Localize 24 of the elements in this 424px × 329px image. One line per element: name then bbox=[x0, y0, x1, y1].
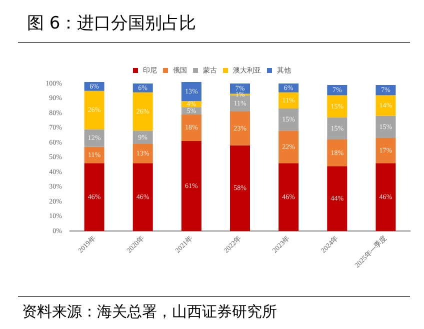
bar bbox=[278, 163, 299, 231]
bar bbox=[132, 130, 153, 144]
bar bbox=[327, 117, 348, 140]
bar bbox=[181, 82, 202, 102]
bar bbox=[376, 163, 396, 231]
bar bbox=[376, 138, 396, 164]
bar bbox=[84, 90, 104, 130]
text: 资料来源：海关总署，山西证券研究所 bbox=[22, 302, 277, 320]
bar bbox=[132, 92, 153, 131]
bar bbox=[278, 130, 299, 164]
bar bbox=[181, 114, 202, 142]
chart-title: 图 6：进口分国别占比 bbox=[27, 14, 196, 34]
bar bbox=[278, 108, 299, 131]
bar bbox=[327, 95, 348, 118]
bar bbox=[230, 112, 250, 146]
bar bbox=[376, 95, 396, 116]
bar bbox=[84, 163, 104, 231]
bar bbox=[84, 129, 104, 147]
bar bbox=[327, 140, 348, 166]
bar bbox=[376, 116, 396, 138]
bar bbox=[327, 166, 348, 231]
bar bbox=[181, 141, 202, 231]
bar bbox=[230, 145, 250, 231]
bar bbox=[132, 163, 153, 231]
